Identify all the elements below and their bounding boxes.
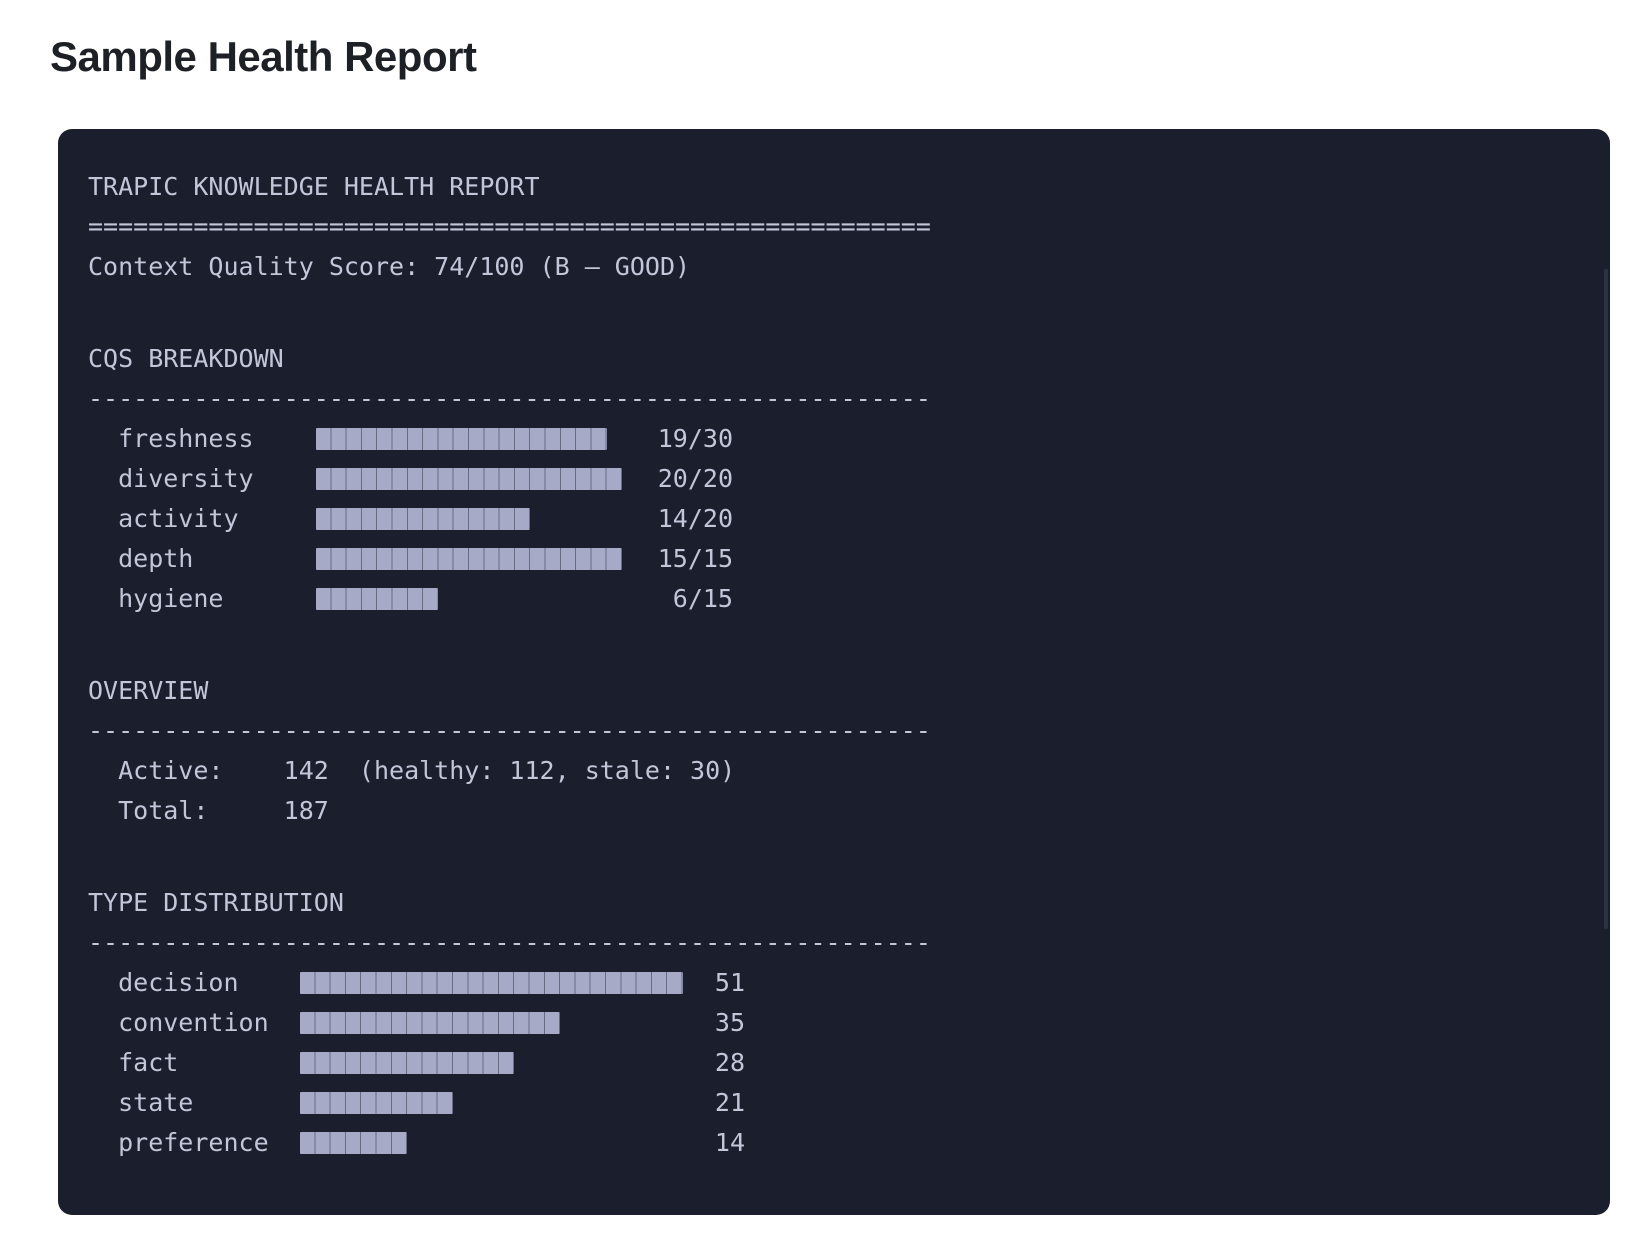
bar-value: 21 xyxy=(714,1088,745,1117)
bar-label: hygiene xyxy=(88,584,224,613)
bar xyxy=(316,548,622,570)
section-ruler: ----------------------------------------… xyxy=(88,928,931,957)
bar-label: preference xyxy=(88,1128,269,1157)
bar-row: convention 35 xyxy=(88,1003,1580,1043)
bar-label: depth xyxy=(88,544,194,573)
bar-value: 15/15 xyxy=(657,544,733,573)
bar-value: 14/20 xyxy=(657,504,733,533)
bar-label: activity xyxy=(88,504,239,533)
section-ruler: ----------------------------------------… xyxy=(88,384,931,413)
overview-total-line: Total: 187 xyxy=(88,796,329,825)
page-title: Sample Health Report xyxy=(50,33,477,80)
bar-value: 6/15 xyxy=(672,584,733,613)
bar-row: fact 28 xyxy=(88,1043,1580,1083)
bar xyxy=(300,1092,453,1114)
bar xyxy=(300,1052,515,1074)
overview-active-line: Active: 142 (healthy: 112, stale: 30) xyxy=(88,756,736,785)
bar xyxy=(316,428,607,450)
bar xyxy=(316,468,622,490)
bar-value: 19/30 xyxy=(657,424,733,453)
bar-label: fact xyxy=(88,1048,179,1077)
bar-label: decision xyxy=(88,968,239,997)
bar-label: freshness xyxy=(88,424,254,453)
cqs-bar-chart: freshness 19/30 diversity 20/20 activity 14… xyxy=(88,419,1580,619)
bar-value: 51 xyxy=(714,968,745,997)
section-ruler: ----------------------------------------… xyxy=(88,716,931,745)
panel-scrollbar[interactable] xyxy=(1604,269,1608,929)
bar-label: state xyxy=(88,1088,194,1117)
bar-label: convention xyxy=(88,1008,269,1037)
bar-row: preference 14 xyxy=(88,1123,1580,1163)
bar-row: depth 15/15 xyxy=(88,539,1580,579)
report-title: TRAPIC KNOWLEDGE HEALTH REPORT xyxy=(88,172,540,201)
bar-row: state 21 xyxy=(88,1083,1580,1123)
bar-value: 14 xyxy=(714,1128,745,1157)
section-title: OVERVIEW xyxy=(88,676,209,705)
bar-label: diversity xyxy=(88,464,254,493)
bar-row: diversity 20/20 xyxy=(88,459,1580,499)
bar xyxy=(316,508,531,530)
bar-row: decision 51 xyxy=(88,963,1580,1003)
bar-row: freshness 19/30 xyxy=(88,419,1580,459)
bar-row: activity 14/20 xyxy=(88,499,1580,539)
bar xyxy=(300,972,683,994)
section-title: TYPE DISTRIBUTION xyxy=(88,888,344,917)
section-title: CQS BREAKDOWN xyxy=(88,344,284,373)
bar xyxy=(300,1132,408,1154)
bar xyxy=(316,588,439,610)
bar-value: 35 xyxy=(714,1008,745,1037)
overview-section: OVERVIEW -------------------------------… xyxy=(88,671,1580,831)
bar-value: 20/20 xyxy=(657,464,733,493)
context-quality-score-line: Context Quality Score: 74/100 (B — GOOD) xyxy=(88,252,691,281)
bar-row: hygiene 6/15 xyxy=(88,579,1580,619)
type-distribution-section: TYPE DISTRIBUTION ----------------------… xyxy=(88,883,1580,1163)
type-bar-chart: decision 51 convention 35 fact 28 state 21 p… xyxy=(88,963,1580,1163)
health-report-panel: TRAPIC KNOWLEDGE HEALTH REPORT =========… xyxy=(58,129,1610,1215)
bar-value: 28 xyxy=(714,1048,745,1077)
bar xyxy=(300,1012,561,1034)
cqs-breakdown-section: CQS BREAKDOWN --------------------------… xyxy=(88,339,1580,619)
report-title-ruler: ========================================… xyxy=(88,212,931,241)
